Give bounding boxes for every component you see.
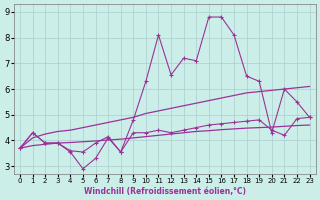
X-axis label: Windchill (Refroidissement éolien,°C): Windchill (Refroidissement éolien,°C)	[84, 187, 246, 196]
